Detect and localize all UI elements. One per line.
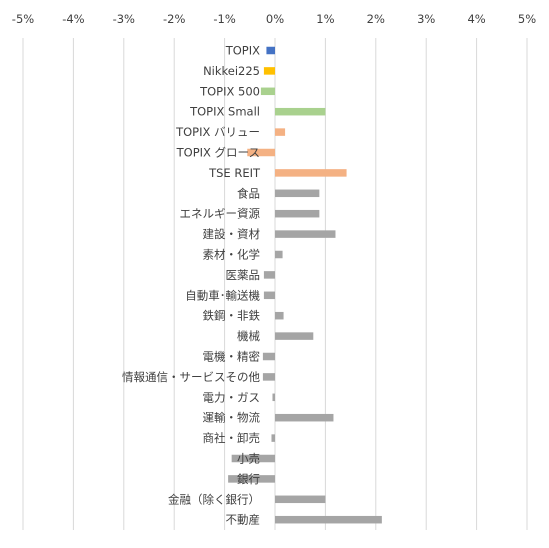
x-tick-label: 5%	[518, 12, 536, 26]
category-label: 素材・化学	[203, 248, 261, 262]
category-label: TSE REIT	[208, 166, 261, 180]
category-label: 情報通信・サービスその他	[122, 370, 260, 384]
bar	[231, 454, 275, 463]
bar	[262, 352, 275, 361]
bar	[275, 128, 286, 136]
category-label: TOPIX	[225, 44, 260, 58]
category-label: 金融（除く銀行）	[168, 492, 260, 506]
bar	[263, 271, 275, 279]
bar	[275, 332, 314, 340]
bar	[263, 291, 275, 300]
category-labels: TOPIX Nikkei225 TOPIX 500 TOPIX Small TOPIX …	[122, 44, 261, 527]
category-label: 電力・ガス	[203, 390, 261, 404]
x-tick-label: -2%	[163, 12, 185, 26]
category-label: TOPIX Small	[189, 105, 260, 119]
category-label: 鉄鋼・非鉄	[203, 309, 261, 323]
bar	[275, 189, 320, 198]
bar	[271, 434, 275, 442]
category-label: 小売	[237, 452, 260, 466]
bar	[275, 495, 326, 504]
bars	[228, 46, 382, 524]
bar	[262, 373, 275, 381]
grid-lines	[22, 38, 528, 530]
x-tick-label: -5%	[12, 12, 34, 26]
category-label: 銀行	[237, 472, 260, 486]
x-axis-ticks: -5% -4% -3% -2% -1% 0% 1% 2% 3% 4% 5%	[12, 12, 536, 26]
bar	[228, 475, 275, 483]
category-label: TOPIX グロース	[176, 146, 260, 160]
bar	[272, 393, 275, 402]
x-tick-label: -3%	[113, 12, 135, 26]
x-tick-label: 4%	[467, 12, 485, 26]
category-label: 自動車･輸送機	[185, 288, 260, 302]
bar	[266, 46, 275, 55]
bar	[275, 209, 320, 218]
category-label: 運輸・物流	[203, 411, 261, 425]
bar	[275, 515, 382, 524]
category-label: エネルギー資源	[180, 207, 261, 221]
bar	[275, 413, 334, 422]
category-label: 食品	[237, 186, 260, 200]
x-tick-label: 3%	[417, 12, 435, 26]
bar	[247, 148, 275, 157]
category-label: TOPIX バリュー	[175, 125, 260, 139]
category-label: Nikkei225	[203, 64, 260, 78]
bar	[275, 107, 326, 116]
category-label: 機械	[237, 329, 260, 343]
category-label: 電機・精密	[203, 350, 261, 364]
x-tick-label: -4%	[62, 12, 84, 26]
bar	[275, 230, 336, 238]
category-label: 商社・卸売	[203, 431, 261, 445]
category-label: 医薬品	[226, 268, 261, 282]
category-label: 不動産	[226, 513, 261, 527]
bar	[275, 250, 283, 259]
x-tick-label: 1%	[316, 12, 334, 26]
x-tick-label: 0%	[266, 12, 284, 26]
bar	[275, 169, 347, 177]
bar	[275, 311, 284, 320]
x-tick-label: -1%	[213, 12, 235, 26]
bar	[263, 67, 275, 75]
bar	[260, 87, 275, 96]
x-tick-label: 2%	[367, 12, 385, 26]
category-label: TOPIX 500	[199, 84, 260, 98]
category-label: 建設・資材	[203, 227, 261, 241]
